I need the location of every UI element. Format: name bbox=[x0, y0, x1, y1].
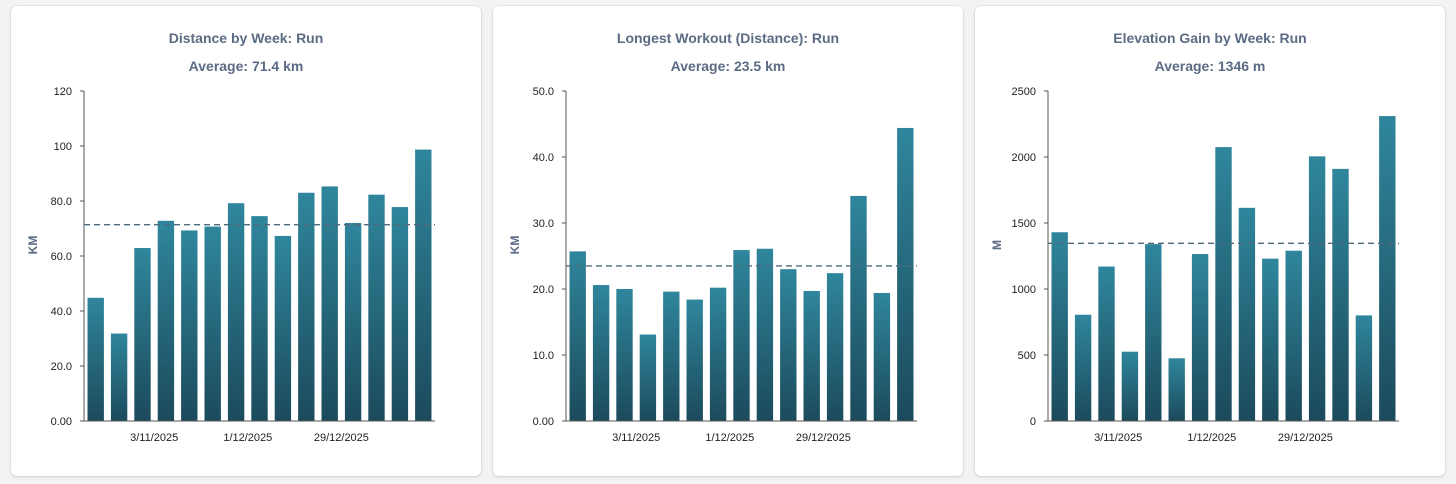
bar-0 bbox=[569, 251, 586, 421]
y-tick-label: 40.0 bbox=[533, 152, 554, 164]
x-tick-label: 3/11/2025 bbox=[1094, 432, 1142, 444]
bar-8 bbox=[274, 235, 292, 421]
bar-6 bbox=[709, 287, 727, 421]
bar-13 bbox=[391, 207, 409, 421]
bar-7 bbox=[251, 216, 268, 421]
y-tick-label: 30.0 bbox=[533, 218, 554, 230]
chart-average-subtitle: Average: 23.5 km bbox=[670, 58, 786, 74]
bar-11 bbox=[826, 273, 844, 421]
y-tick-label: 0.00 bbox=[533, 416, 554, 428]
bar-3 bbox=[157, 220, 175, 421]
bar-13 bbox=[873, 292, 891, 421]
y-tick-label: 100 bbox=[54, 141, 72, 153]
bar-3 bbox=[639, 334, 657, 421]
bar-5 bbox=[1168, 358, 1185, 421]
x-tick-label: 29/12/2025 bbox=[1278, 432, 1333, 444]
chart-plot-elevation: 0 500 1000 1500 2000 2500 3/11/2025 1/12/2025 29… bbox=[1012, 86, 1399, 444]
bar-4 bbox=[181, 230, 198, 421]
x-tick-label: 3/11/2025 bbox=[130, 432, 178, 444]
bar-1 bbox=[110, 333, 128, 421]
bar-4 bbox=[663, 291, 680, 421]
y-tick-label: 1500 bbox=[1012, 218, 1036, 230]
y-tick-label: 60.0 bbox=[51, 251, 72, 263]
y-tick-label: 120 bbox=[54, 86, 72, 98]
y-tick-label: 40.0 bbox=[51, 306, 72, 318]
bar-5 bbox=[686, 299, 703, 421]
bar-2 bbox=[134, 248, 151, 421]
bar-2 bbox=[1098, 266, 1115, 421]
bar-8 bbox=[756, 248, 774, 421]
bar-12 bbox=[850, 195, 867, 421]
bar-9 bbox=[780, 269, 797, 421]
x-tick-label: 1/12/2025 bbox=[705, 432, 754, 444]
chart-average-subtitle: Average: 1346 m bbox=[1154, 58, 1266, 74]
bar-0 bbox=[1051, 232, 1068, 421]
bar-9 bbox=[1262, 258, 1279, 421]
bar-10 bbox=[803, 290, 820, 421]
chart-plot-distance: 0.00 20.0 40.0 60.0 80.0 100 120 3/11/2025 1/12/… bbox=[51, 86, 435, 444]
chart-average-subtitle: Average: 71.4 km bbox=[188, 58, 304, 74]
bar-3 bbox=[1121, 351, 1139, 421]
bar-10 bbox=[1285, 250, 1302, 421]
bar-11 bbox=[1308, 156, 1326, 421]
bar-10 bbox=[321, 186, 338, 421]
bar-2 bbox=[616, 289, 633, 421]
bar-4 bbox=[1145, 244, 1162, 421]
y-tick-label: 0.00 bbox=[51, 416, 72, 428]
y-tick-label: 20.0 bbox=[51, 361, 72, 373]
y-tick-label: 0 bbox=[1030, 416, 1036, 428]
x-tick-label: 1/12/2025 bbox=[223, 432, 272, 444]
y-tick-label: 80.0 bbox=[51, 196, 72, 208]
chart-plot-longest-workout: 0.00 10.0 20.0 30.0 40.0 50.0 3/11/2025 1/12/20… bbox=[533, 86, 917, 444]
bar-12 bbox=[1332, 168, 1349, 421]
bar-7 bbox=[1215, 147, 1232, 421]
x-tick-label: 29/12/2025 bbox=[314, 432, 369, 444]
chart-card-distance: Distance by Week: Run Average: 71.4 km K… bbox=[11, 6, 481, 476]
bar-0 bbox=[87, 297, 104, 421]
y-tick-label: 10.0 bbox=[533, 350, 554, 362]
bar-14 bbox=[897, 127, 914, 422]
bar-11 bbox=[344, 223, 362, 421]
bar-6 bbox=[227, 203, 245, 421]
y-tick-label: 1000 bbox=[1012, 284, 1036, 296]
bar-5 bbox=[204, 226, 221, 421]
bar-14 bbox=[415, 149, 432, 421]
x-tick-label: 3/11/2025 bbox=[612, 432, 660, 444]
y-tick-label: 2500 bbox=[1012, 86, 1036, 98]
bar-8 bbox=[1238, 207, 1256, 421]
chart-card-elevation: Elevation Gain by Week: Run Average: 134… bbox=[975, 6, 1445, 476]
bar-1 bbox=[592, 285, 610, 421]
chart-card-longest-workout: Longest Workout (Distance): Run Average:… bbox=[493, 6, 963, 476]
x-tick-label: 29/12/2025 bbox=[796, 432, 851, 444]
bar-13 bbox=[1355, 315, 1373, 421]
chart-title: Distance by Week: Run bbox=[168, 30, 324, 46]
chart-title: Longest Workout (Distance): Run bbox=[616, 30, 840, 46]
bar-14 bbox=[1379, 116, 1396, 421]
bar-12 bbox=[368, 194, 385, 421]
x-tick-label: 1/12/2025 bbox=[1187, 432, 1236, 444]
bar-7 bbox=[733, 250, 750, 421]
chart-title: Elevation Gain by Week: Run bbox=[1113, 30, 1307, 46]
y-tick-label: 2000 bbox=[1012, 152, 1036, 164]
y-tick-label: 50.0 bbox=[533, 86, 554, 98]
bar-9 bbox=[298, 192, 315, 421]
y-tick-label: 20.0 bbox=[533, 284, 554, 296]
y-tick-label: 500 bbox=[1018, 350, 1036, 362]
bar-6 bbox=[1191, 254, 1209, 421]
bar-1 bbox=[1074, 314, 1092, 421]
